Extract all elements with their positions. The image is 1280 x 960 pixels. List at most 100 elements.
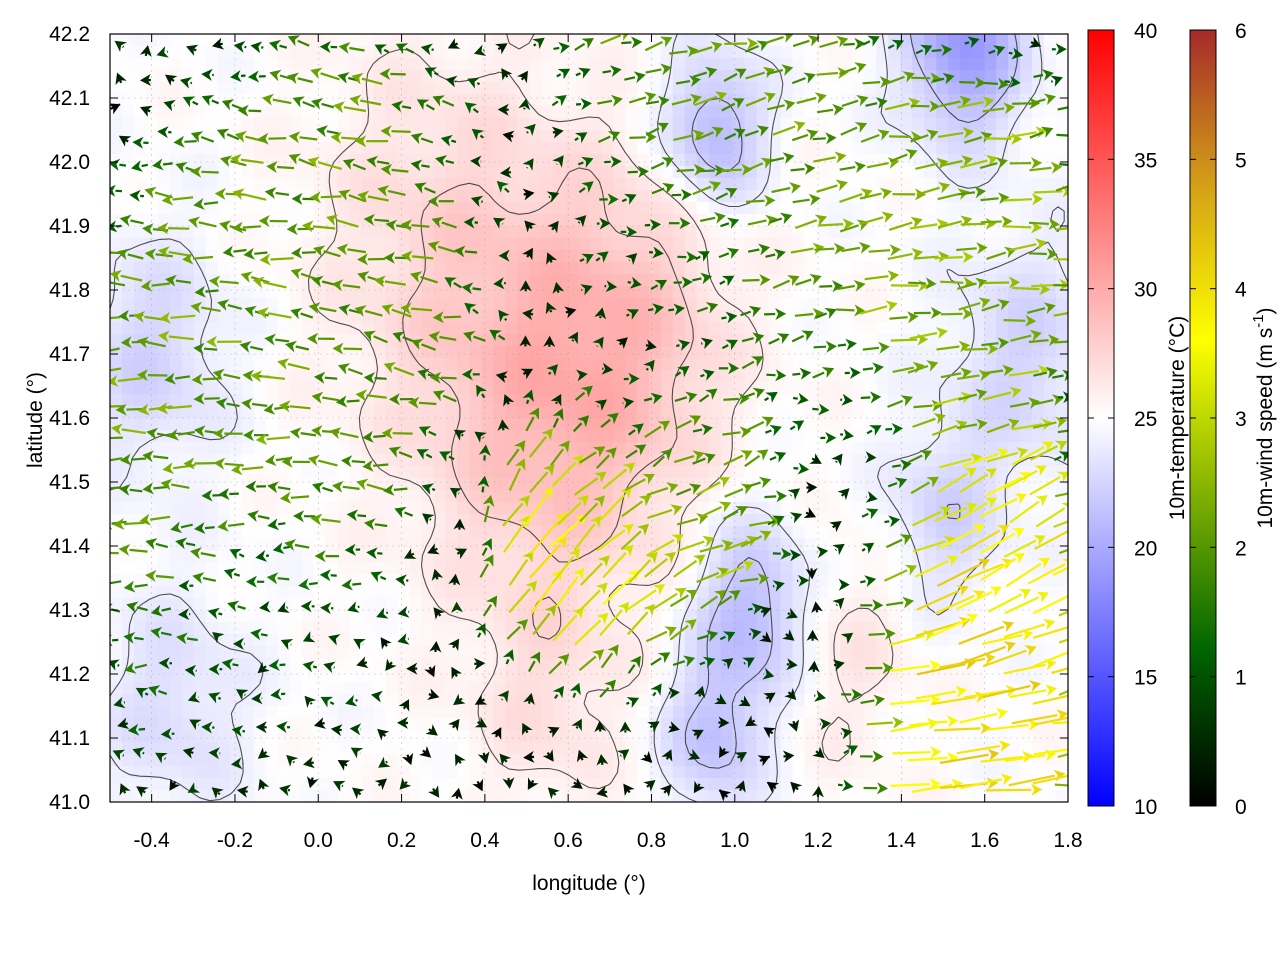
heatmap-cell <box>589 406 602 419</box>
heatmap-cell <box>864 226 877 239</box>
heatmap-cell <box>313 706 327 719</box>
heatmap-cell <box>145 634 159 647</box>
heatmap-cell <box>373 286 387 299</box>
heatmap-cell <box>852 766 866 779</box>
heatmap-cell <box>121 94 135 107</box>
heatmap-cell <box>517 706 530 719</box>
heatmap-cell <box>121 766 135 779</box>
heatmap-cell <box>157 646 171 659</box>
heatmap-cell <box>936 706 949 719</box>
heatmap-cell <box>205 418 219 431</box>
heatmap-cell <box>217 526 231 539</box>
heatmap-cell <box>457 406 470 419</box>
heatmap-cell <box>792 526 806 539</box>
heatmap-cell <box>696 562 710 575</box>
heatmap-cell <box>337 766 351 779</box>
heatmap-cell <box>133 526 147 539</box>
heatmap-cell <box>756 742 770 755</box>
heatmap-cell <box>840 118 854 131</box>
heatmap-cell <box>1032 142 1045 155</box>
heatmap-cell <box>289 442 303 455</box>
heatmap-cell <box>912 646 925 659</box>
heatmap-cell <box>600 178 614 191</box>
heatmap-cell <box>313 262 327 275</box>
heatmap-cell <box>157 634 171 647</box>
heatmap-cell <box>1020 166 1033 179</box>
heatmap-cell <box>349 334 363 347</box>
heatmap-cell <box>660 286 674 299</box>
heatmap-cell <box>253 154 267 167</box>
heatmap-cell <box>121 730 135 743</box>
heatmap-cell <box>469 82 482 95</box>
heatmap-cell <box>409 118 422 131</box>
heatmap-cell <box>193 502 207 515</box>
heatmap-cell <box>852 502 866 515</box>
heatmap-cell <box>804 262 818 275</box>
heatmap-cell <box>888 94 901 107</box>
heatmap-cell <box>577 670 590 683</box>
heatmap-cell <box>505 46 518 59</box>
heatmap-cell <box>1020 730 1033 743</box>
heatmap-cell <box>169 754 183 767</box>
heatmap-cell <box>433 502 446 515</box>
heatmap-cell <box>169 718 183 731</box>
heatmap-cell <box>816 514 830 527</box>
heatmap-cell <box>744 754 758 767</box>
heatmap-cell <box>421 490 434 503</box>
heatmap-cell <box>577 706 590 719</box>
heatmap-cell <box>277 142 291 155</box>
heatmap-cell <box>469 562 482 575</box>
heatmap-cell <box>924 382 937 395</box>
heatmap-cell <box>349 34 363 47</box>
heatmap-cell <box>636 718 650 731</box>
heatmap-cell <box>121 118 135 131</box>
heatmap-cell <box>337 646 351 659</box>
heatmap-cell <box>337 694 351 707</box>
heatmap-cell <box>253 790 267 802</box>
heatmap-cell <box>624 670 638 683</box>
heatmap-cell <box>696 322 710 335</box>
heatmap-cell <box>840 346 854 359</box>
heatmap-cell <box>792 454 806 467</box>
heatmap-cell <box>900 322 913 335</box>
heatmap-cell <box>505 274 518 287</box>
heatmap-cell <box>469 730 482 743</box>
heatmap-cell <box>493 790 506 802</box>
heatmap-cell <box>852 526 866 539</box>
heatmap-cell <box>684 34 698 47</box>
heatmap-cell <box>457 610 470 623</box>
heatmap-cell <box>313 790 327 802</box>
heatmap-cell <box>457 658 470 671</box>
heatmap-cell <box>804 358 818 371</box>
heatmap-cell <box>900 442 913 455</box>
heatmap-cell <box>565 262 578 275</box>
heatmap-cell <box>984 226 997 239</box>
heatmap-cell <box>157 34 171 47</box>
heatmap-cell <box>816 586 830 599</box>
heatmap-cell <box>205 82 219 95</box>
heatmap-cell <box>121 298 135 311</box>
heatmap-cell <box>229 502 243 515</box>
heatmap-cell <box>900 574 913 587</box>
heatmap-cell <box>493 298 506 311</box>
heatmap-cell <box>720 646 734 659</box>
heatmap-cell <box>229 82 243 95</box>
heatmap-cell <box>193 142 207 155</box>
heatmap-cell <box>577 394 590 407</box>
heatmap-cell <box>385 274 398 287</box>
heatmap-cell <box>936 274 949 287</box>
heatmap-cell <box>241 706 255 719</box>
heatmap-cell <box>600 322 614 335</box>
heatmap-cell <box>948 322 961 335</box>
heatmap-cell <box>229 310 243 323</box>
heatmap-cell <box>301 502 315 515</box>
heatmap-cell <box>648 406 662 419</box>
heatmap-cell <box>421 406 434 419</box>
heatmap-cell <box>373 118 387 131</box>
heatmap-cell <box>600 238 614 251</box>
heatmap-cell <box>397 418 410 431</box>
heatmap-cell <box>409 694 422 707</box>
heatmap-cell <box>553 238 566 251</box>
heatmap-cell <box>684 574 698 587</box>
heatmap-cell <box>876 310 889 323</box>
